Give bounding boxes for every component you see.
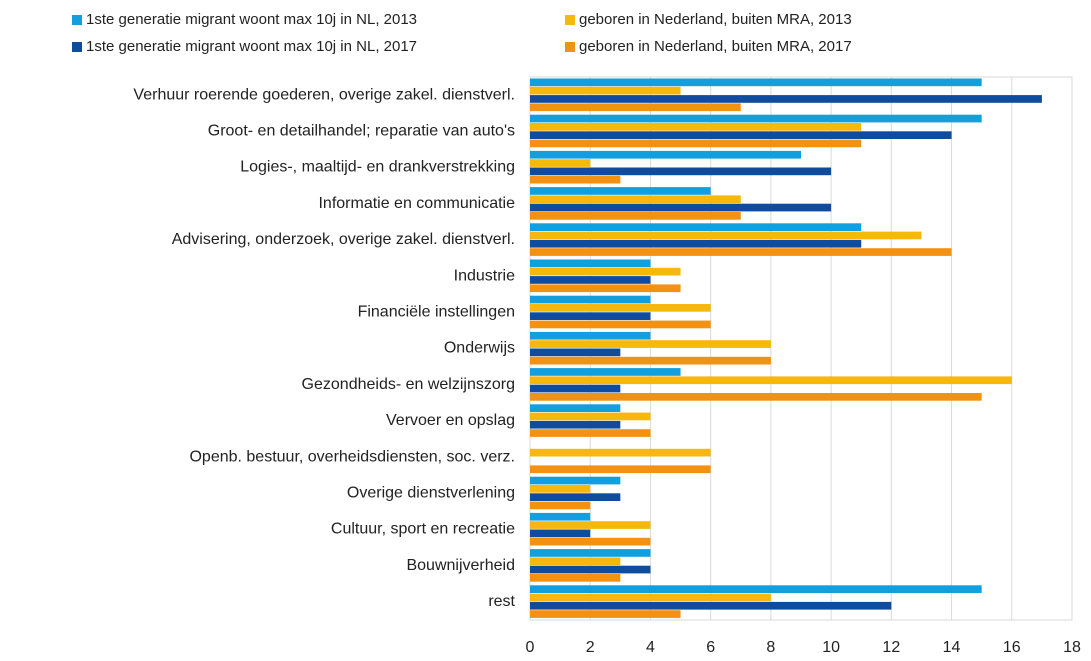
bar [530, 501, 591, 510]
bar [530, 384, 621, 393]
bar [530, 485, 591, 493]
y-tick-label: Informatie en communicatie [318, 195, 515, 212]
bar [530, 95, 1042, 103]
bar [530, 557, 621, 566]
x-tick-label: 14 [943, 639, 961, 656]
x-tick-label: 2 [586, 639, 595, 656]
x-tick-label: 4 [646, 639, 655, 656]
y-tick-label: Vervoer en opslag [386, 412, 515, 429]
x-tick-label: 6 [706, 639, 715, 656]
bar [530, 304, 711, 312]
bar [530, 195, 741, 204]
x-tick-label: 8 [766, 639, 775, 656]
bar [530, 276, 651, 284]
y-tick-label: Cultuur, sport en recreatie [331, 521, 515, 538]
bar [530, 78, 982, 87]
legend-swatch [72, 15, 82, 25]
y-tick-label: Industrie [454, 267, 515, 284]
y-tick-label: Advisering, onderzoek, overige zakel. di… [172, 231, 515, 248]
bar [530, 231, 922, 240]
bar [530, 320, 711, 329]
bar [530, 223, 862, 231]
legend-label: 1ste generatie migrant woont max 10j in … [86, 38, 417, 55]
bar [530, 404, 621, 412]
bar [530, 248, 952, 256]
bar [530, 529, 591, 538]
bar [530, 203, 832, 212]
bar [530, 521, 651, 529]
bar [530, 295, 651, 304]
bar [530, 212, 741, 220]
x-tick-label: 16 [1003, 639, 1021, 656]
bar [530, 610, 681, 618]
bar [530, 601, 892, 610]
x-tick-label: 12 [882, 639, 900, 656]
bar [530, 368, 681, 376]
legend-swatch [565, 42, 575, 52]
bar [530, 159, 591, 167]
bar [530, 574, 621, 582]
bar [530, 356, 771, 365]
bar [530, 376, 1012, 385]
bar [530, 340, 771, 348]
y-tick-label: Gezondheids- en welzijnszorg [302, 376, 515, 393]
y-tick-label: Openb. bestuur, overheidsdiensten, soc. … [189, 448, 515, 465]
bar [530, 131, 952, 139]
bar [530, 465, 711, 474]
y-tick-label: Groot- en detailhandel; reparatie van au… [208, 123, 515, 140]
bar [530, 393, 982, 401]
y-tick-label: Onderwijs [444, 340, 515, 357]
bar [530, 512, 591, 521]
legend-swatch [565, 15, 575, 25]
x-tick-label: 18 [1063, 639, 1081, 656]
bar [530, 267, 681, 276]
bar [530, 448, 711, 457]
bar [530, 493, 621, 501]
legend-label: geboren in Nederland, buiten MRA, 2013 [579, 11, 852, 28]
x-tick-label: 0 [526, 639, 535, 656]
bar [530, 103, 741, 112]
bar [530, 114, 982, 123]
y-tick-label: Verhuur roerende goederen, overige zakel… [133, 86, 515, 103]
bar [530, 549, 651, 557]
bar [530, 150, 801, 159]
x-tick-label: 10 [822, 639, 840, 656]
legend-label: geboren in Nederland, buiten MRA, 2017 [579, 38, 852, 55]
bar [530, 412, 651, 421]
y-tick-label: Logies-, maaltijd- en drankverstrekking [240, 159, 515, 176]
bar [530, 537, 651, 546]
y-tick-label: Bouwnijverheid [406, 557, 515, 574]
bar [530, 429, 651, 437]
bar [530, 167, 832, 176]
bar [530, 187, 711, 195]
bar [530, 239, 862, 248]
legend-swatch [72, 42, 82, 52]
bar [530, 585, 982, 593]
bar [530, 123, 862, 131]
y-tick-label: Financiële instellingen [358, 304, 515, 321]
bar [530, 565, 651, 574]
y-tick-label: rest [488, 593, 515, 610]
bar [530, 284, 681, 293]
bar [530, 348, 621, 357]
bar [530, 259, 651, 268]
bar [530, 593, 771, 602]
bar [530, 420, 621, 429]
bar [530, 331, 651, 340]
bar [530, 139, 862, 148]
bar [530, 86, 681, 95]
bar [530, 175, 621, 184]
bar [530, 476, 621, 485]
legend-label: 1ste generatie migrant woont max 10j in … [86, 11, 417, 28]
y-tick-label: Overige dienstverlening [347, 485, 515, 502]
bar [530, 312, 651, 320]
